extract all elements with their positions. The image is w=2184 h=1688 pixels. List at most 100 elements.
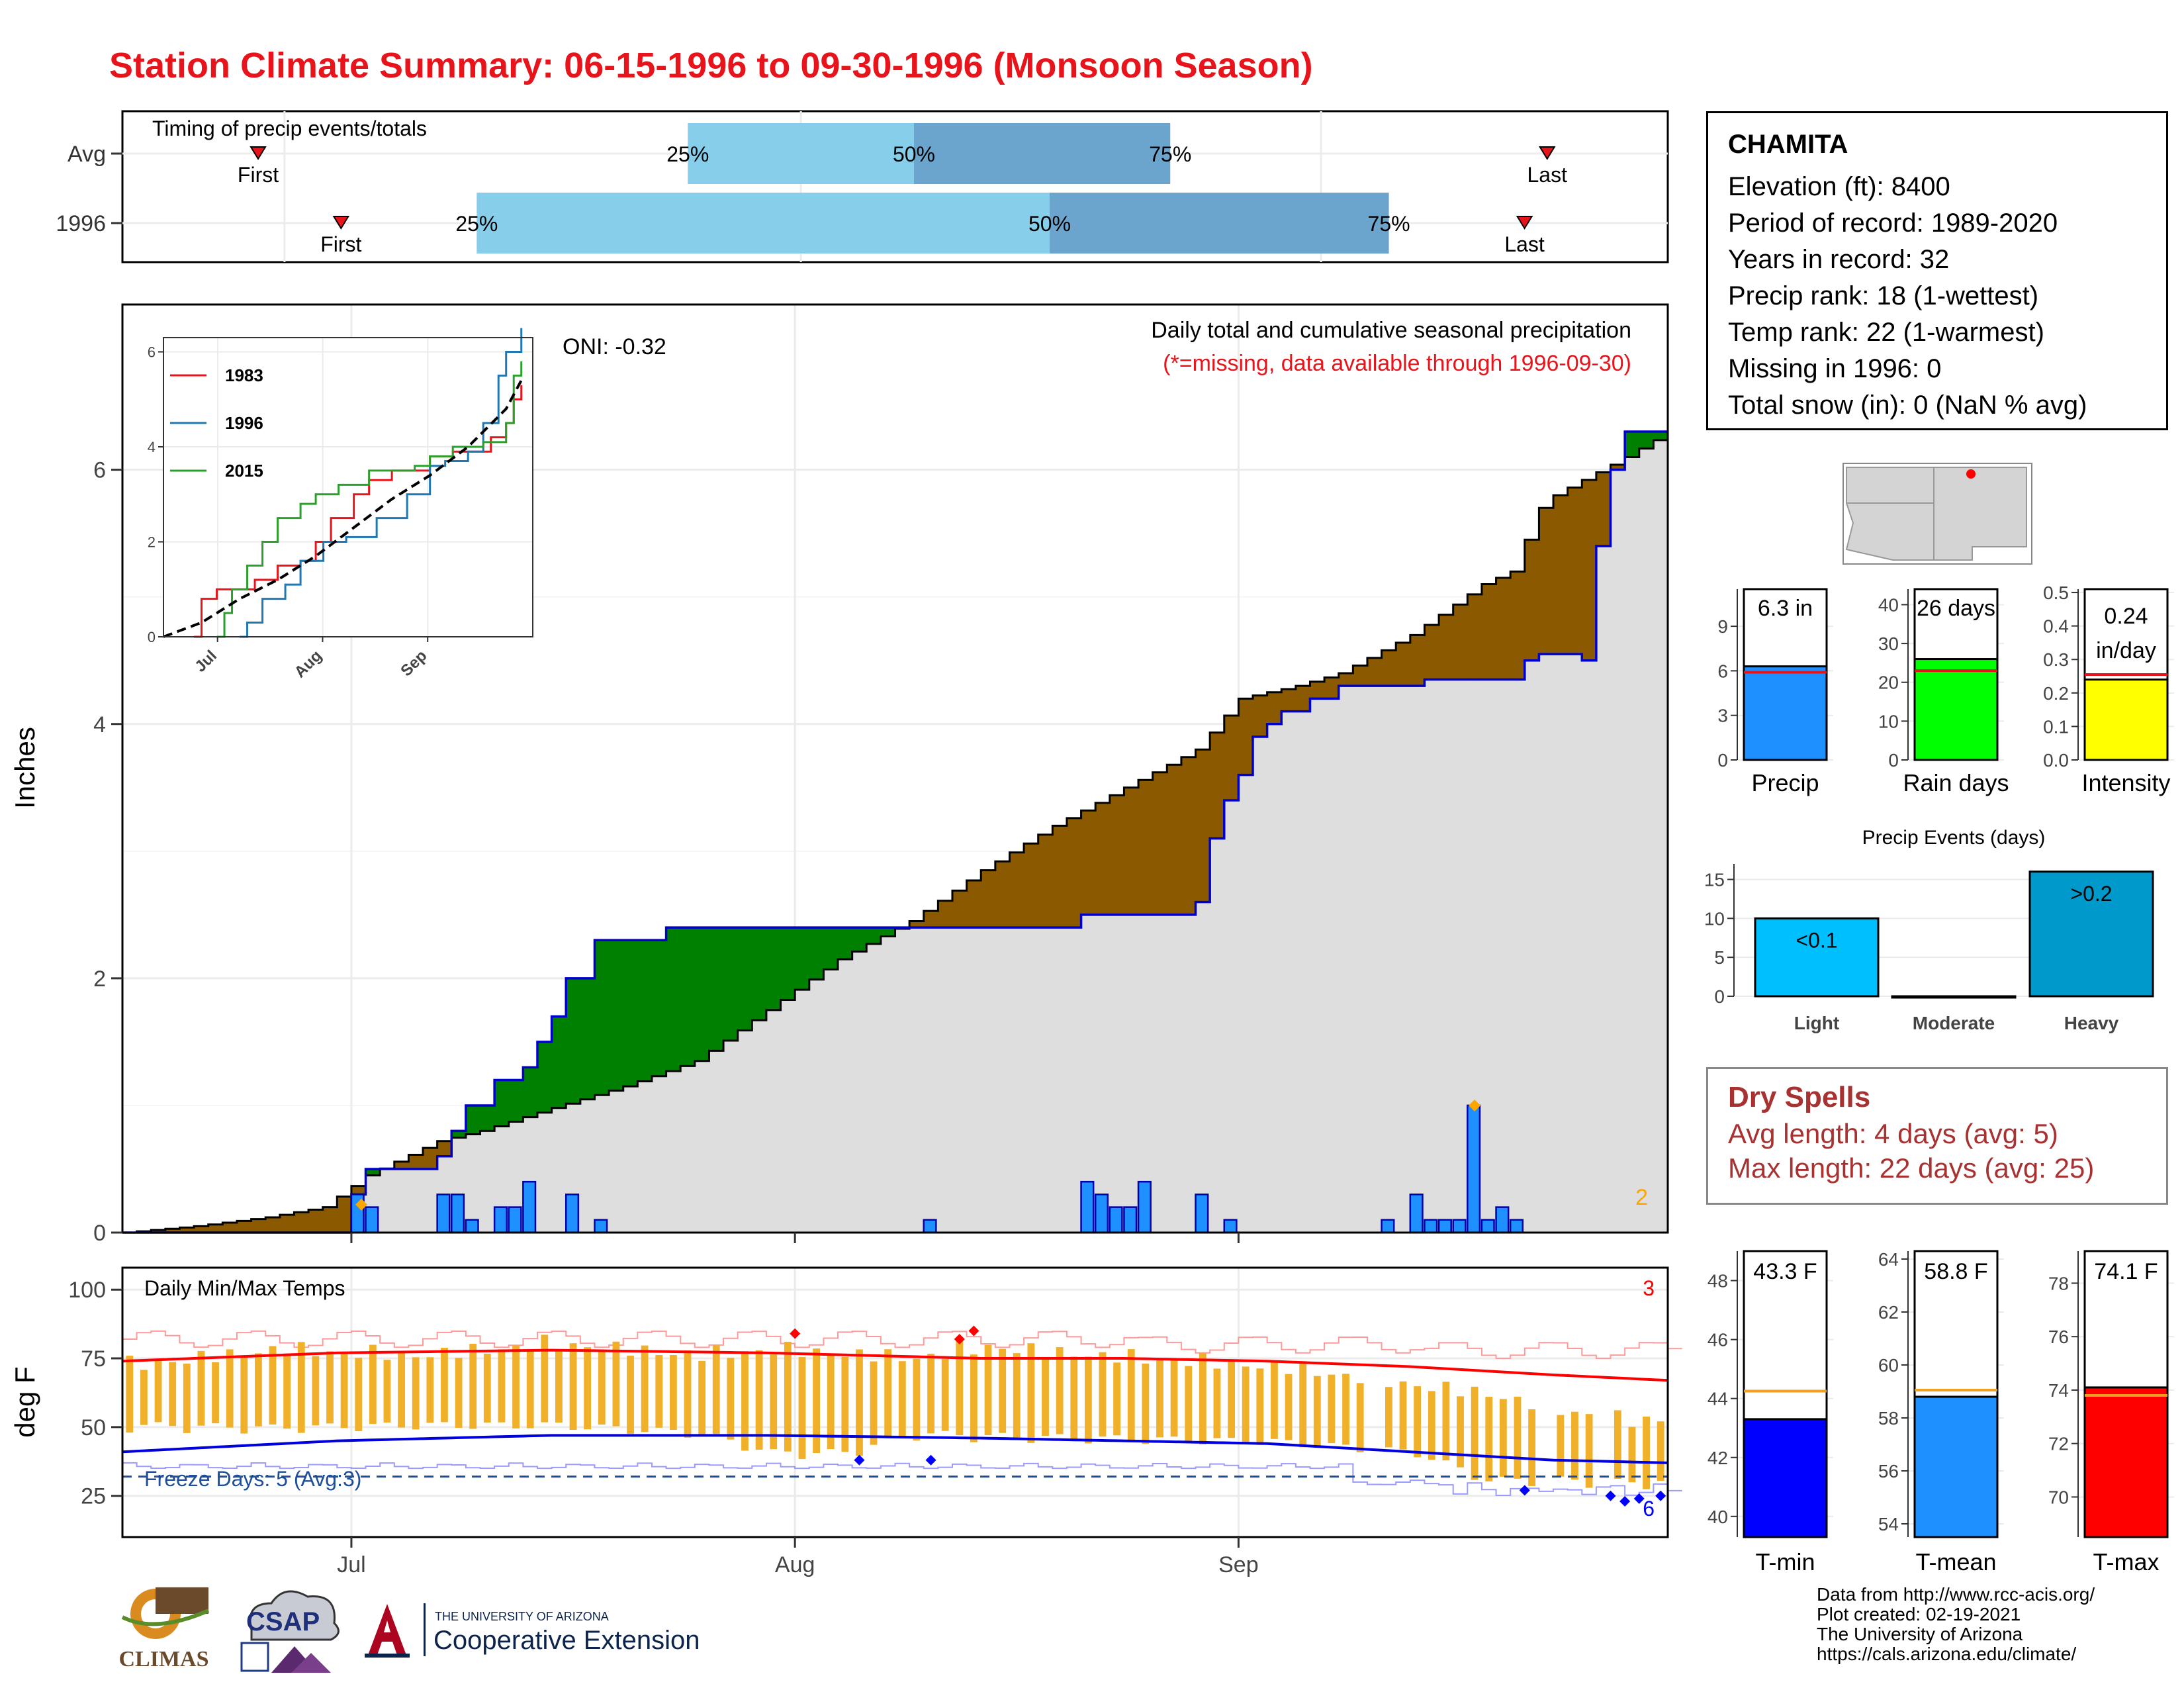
inset-legend-label: 1996 bbox=[225, 413, 263, 433]
precip-surplus-fill bbox=[594, 940, 610, 1096]
inset-ytick-label: 6 bbox=[148, 344, 156, 361]
tbar-ytick-label: 46 bbox=[1707, 1330, 1728, 1350]
precip-deficit-fill bbox=[294, 1212, 309, 1233]
temp-daily-bar bbox=[254, 1353, 262, 1427]
precip-deficit-fill bbox=[1481, 584, 1497, 680]
precip-daily-bar bbox=[1109, 1206, 1123, 1234]
timing-q50-label: 50% bbox=[893, 142, 935, 166]
precip-deficit-fill bbox=[1439, 614, 1454, 680]
temp-daily-bar bbox=[140, 1370, 148, 1425]
credit-url: https://cals.arizona.edu/climate/ bbox=[1817, 1644, 2077, 1664]
temp-daily-bar bbox=[312, 1356, 320, 1426]
credit-plot-date: Plot created: 02-19-2021 bbox=[1817, 1604, 2021, 1624]
events-bar-moderate bbox=[1891, 995, 2017, 999]
summary-ytick-label: 0.1 bbox=[2043, 716, 2069, 737]
temp-daily-bar bbox=[1142, 1363, 1150, 1444]
precip-surplus-fill bbox=[880, 927, 895, 937]
precip-deficit-fill bbox=[437, 1141, 452, 1156]
temp-daily-bar bbox=[326, 1351, 334, 1424]
precip-deficit-fill bbox=[1596, 472, 1612, 546]
precip-deficit-fill bbox=[1496, 577, 1511, 680]
dry-spells-avg: Avg length: 4 days (avg: 5) bbox=[1728, 1118, 2058, 1149]
summary-bar-precip bbox=[1743, 665, 1828, 761]
inset-series-2015 bbox=[216, 361, 523, 638]
precip-surplus-fill bbox=[838, 927, 853, 960]
inset-ytick-label: 0 bbox=[148, 629, 156, 645]
precip-record-marker bbox=[1469, 1099, 1481, 1111]
precip-ytick-label: 0 bbox=[93, 1221, 106, 1246]
temp-daily-bar bbox=[1242, 1366, 1250, 1444]
temp-daily-bar bbox=[154, 1360, 162, 1423]
temp-daily-bar bbox=[412, 1357, 420, 1430]
inset-series-average bbox=[163, 379, 523, 638]
record-low-marker bbox=[925, 1454, 936, 1466]
temp-daily-bar bbox=[369, 1344, 377, 1425]
events-ytick-label: 15 bbox=[1704, 870, 1725, 890]
precip-surplus-fill bbox=[1653, 432, 1668, 440]
temp-daily-bar bbox=[1070, 1356, 1078, 1439]
timing-first-label: First bbox=[238, 163, 279, 187]
precip-deficit-fill bbox=[1081, 810, 1096, 915]
temp-daily-bar bbox=[655, 1354, 663, 1428]
record-low-marker bbox=[1633, 1493, 1645, 1504]
precip-deficit-fill bbox=[1152, 772, 1167, 915]
precip-deficit-fill bbox=[165, 1229, 180, 1233]
summary-value-label: 0.24 bbox=[2104, 604, 2148, 629]
temp-daily-bar bbox=[512, 1345, 520, 1429]
tbar-label: T-min bbox=[1756, 1548, 1815, 1575]
precip-surplus-fill bbox=[494, 1080, 510, 1127]
precip-daily-bar bbox=[436, 1194, 451, 1234]
temp-background bbox=[122, 1268, 1668, 1537]
tbar-ytick-label: 74 bbox=[2048, 1380, 2069, 1401]
freeze-days-label: Freeze Days: 5 (Avg:3) bbox=[144, 1467, 361, 1491]
temp-daily-bar bbox=[1127, 1349, 1135, 1441]
tbar-ytick-label: 58 bbox=[1878, 1408, 1899, 1429]
precip-deficit-fill bbox=[1181, 757, 1197, 915]
tbar-value-label: 74.1 F bbox=[2094, 1259, 2158, 1284]
summary-value-label: 26 days bbox=[1917, 596, 1995, 621]
precip-deficit-fill bbox=[1238, 698, 1253, 775]
summary-bar-intensity bbox=[2083, 679, 2169, 761]
station-name: CHAMITA bbox=[1728, 130, 1848, 159]
precip-panel: 0 2 4 6 Inches ONI: -0.32 Daily total and cumu… bbox=[9, 303, 1669, 1246]
tbar-ytick-label: 62 bbox=[1878, 1302, 1899, 1323]
summary-bar-label: Intensity bbox=[2081, 769, 2170, 796]
temp-daily-bar bbox=[212, 1362, 219, 1424]
precip-surplus-fill bbox=[551, 1016, 567, 1108]
precip-deficit-fill bbox=[995, 861, 1010, 928]
tbar-ytick-label: 78 bbox=[2048, 1273, 2069, 1293]
precip-deficit-fill bbox=[351, 1186, 367, 1195]
temp-daily-bar bbox=[1042, 1357, 1049, 1436]
precip-deficit-fill bbox=[1038, 834, 1053, 928]
timing-q25-q50-bar bbox=[688, 123, 914, 184]
temp-daily-bar bbox=[1442, 1382, 1450, 1461]
precip-deficit-fill bbox=[279, 1215, 295, 1233]
temp-daily-bar bbox=[1256, 1368, 1264, 1445]
temp-daily-bar bbox=[340, 1352, 348, 1429]
precip-daily-bar bbox=[923, 1219, 937, 1234]
precip-daily-bar bbox=[1381, 1219, 1395, 1234]
temp-daily-bar bbox=[1285, 1374, 1293, 1440]
temp-daily-bar bbox=[1414, 1386, 1422, 1458]
temp-daily-bar bbox=[1557, 1415, 1565, 1477]
precip-deficit-fill bbox=[1338, 673, 1353, 686]
events-bars: Precip Events (days) 0 5 10 15 <0.1 Light Moder… bbox=[1704, 827, 2154, 1033]
temp-daily-bar bbox=[1113, 1362, 1121, 1436]
record-high-marker bbox=[790, 1328, 801, 1339]
timing-last-label: Last bbox=[1527, 163, 1568, 187]
temp-daily-bar bbox=[841, 1356, 849, 1452]
precip-daily-bar bbox=[1424, 1219, 1438, 1234]
temp-daily-bar bbox=[612, 1341, 620, 1427]
temp-daily-bar bbox=[1457, 1396, 1464, 1468]
precip-surplus-fill bbox=[1625, 432, 1640, 457]
precip-daily-bar bbox=[1137, 1180, 1152, 1234]
record-low-marker bbox=[1605, 1490, 1616, 1501]
precip-surplus-fill bbox=[451, 1131, 467, 1138]
precip-deficit-fill bbox=[1210, 732, 1225, 839]
precip-surplus-fill bbox=[523, 1067, 538, 1117]
precip-deficit-fill bbox=[981, 870, 996, 928]
precip-deficit-fill bbox=[1310, 681, 1325, 699]
tbar-label: T-max bbox=[2093, 1548, 2159, 1575]
precip-deficit-fill bbox=[1253, 695, 1268, 737]
precip-deficit-fill bbox=[1195, 749, 1210, 902]
